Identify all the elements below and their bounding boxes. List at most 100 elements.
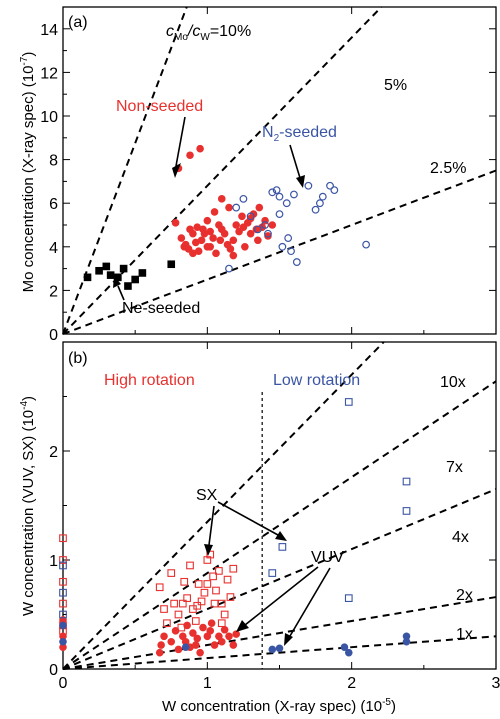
panel-a-point-1 [284,234,293,242]
panel-a-point-2 [102,262,111,271]
panel-b-point-0 [200,588,209,597]
panel-a-point-2 [138,269,147,277]
ratio-label-2x: 2x [456,587,473,604]
panel-a-point-0 [229,236,238,245]
panel-b-point-0 [155,583,164,592]
panel-b-point-0 [217,619,226,628]
ratio-label-1x: 1x [456,626,473,643]
panel-a-point-1 [287,247,295,256]
panel-a-point-2 [131,275,139,284]
panel-b-ratio-lines [62,341,497,670]
ratio-label-7x: 7x [446,459,463,476]
panel-a-point-1 [275,210,284,219]
arrowhead-vuv-right [284,633,293,646]
panel-a-ylabel-exp: -7 [19,56,30,65]
panel-a-point-1 [264,229,272,238]
panel-b-xlabel-exp: -5 [382,697,391,708]
panel-b-point-0 [226,593,235,601]
panel-b-point-0 [59,599,67,608]
panel-a-ratio-line-1 [62,6,383,335]
panel-a-point-1 [239,194,248,203]
vuv-label: VUV [311,549,344,566]
ratio-label-10pct-c: c [166,23,174,40]
panel-b-point-0 [229,564,238,573]
panel-b-point-3 [344,648,353,657]
panel-b-point-0 [160,605,168,613]
panel-a-ytick-label: 10 [40,109,58,126]
panel-a-ticks: 0 2 4 6 8 10 12 14 [40,7,497,344]
high-rotation-label: High rotation [104,372,195,389]
panel-a-point-0 [246,229,255,238]
panel-a-point-0 [197,236,206,245]
panel-a-point-1 [261,221,269,229]
panel-a-ylabel: Mo concentration (X-ray spec) (10-7) [19,52,37,293]
panel-b-ratio-line-1 [62,380,497,670]
panel-b-arrows [204,501,331,646]
panel-a-point-2 [83,273,92,282]
panel-a-point-0 [193,223,202,231]
arrow-sx-right [217,501,279,536]
panel-b-point-1 [183,621,191,630]
ratio-label-5pct: 5% [384,77,407,94]
panel-a-point-0 [229,251,238,260]
panel-b-xlabel-close: ) [391,698,396,715]
panel-b-point-1 [220,625,229,634]
panel-a-point-2 [114,273,122,282]
panel-a-point-0 [194,247,203,255]
panel-b-point-0 [209,572,217,581]
panel-b-point-0 [220,610,229,619]
low-rotation-label: Low rotation [273,372,360,389]
panel-a-point-1 [362,240,371,249]
panel-a-point-0 [186,151,194,160]
panel-b-points [59,398,411,657]
arrow-vuv-left [244,566,319,626]
arrowhead-vuv-left [236,620,249,632]
panel-a-point-0 [246,214,255,223]
arrowhead-n2-seeded [296,175,305,188]
panel-b-point-1 [210,641,219,649]
panel-a-point-1 [282,199,291,208]
panel-a-point-1 [304,181,313,190]
panel-b-point-0 [186,561,194,570]
panel-a-point-1 [278,242,287,251]
ne-seeded-label: Ne-seeded [122,300,200,317]
panel-a-point-1 [225,264,233,273]
panel-b-ylabel-main: W concentration (VUV, SX) (10 [20,410,37,616]
panel-b-point-0 [191,617,200,625]
panel-b-point-1 [225,632,233,641]
panel-a-point-0 [254,236,262,245]
panel-b-point-3 [275,644,284,653]
panel-a-point-0 [180,243,189,251]
n2-seeded-label: N2-seeded [262,124,337,144]
panel-a-point-1 [292,258,301,266]
panel-b-ytick-label: 0 [49,662,58,679]
panel-a-point-0 [177,234,186,242]
panel-a-ytick-label: 0 [49,327,58,344]
ratio-label-10pct-sub-mo: Mo [174,32,188,43]
panel-a-point-0 [264,232,272,240]
panel-a-point-0 [268,221,277,229]
panel-b-point-1 [59,643,67,651]
panel-b-point-2 [344,594,353,602]
panel-a: (a) 0 2 4 6 8 10 12 14 cMo/cW=10% 5% 2.5% Non-s… [19,6,497,344]
panel-b-ylabel-exp: -4 [19,401,30,410]
panel-b-point-0 [59,556,67,564]
panel-b-point-1 [196,648,204,657]
panel-b-point-0 [183,594,191,602]
panel-a-point-1 [330,186,339,195]
panel-a-point-1 [253,225,262,234]
panel-a-point-1 [268,188,277,197]
arrowhead-sx-right [275,531,287,541]
panel-b-point-0 [167,569,176,577]
panel-a-point-0 [186,225,194,234]
panel-a-point-0 [171,219,180,227]
panel-b-xtick-label: 2 [347,675,356,692]
panel-a-point-0 [189,249,197,258]
panel-b-point-0 [180,577,189,586]
panel-b-point-0 [210,599,219,608]
panel-a-point-0 [226,245,235,253]
panel-b-point-3 [268,645,277,654]
panel-b-point-3 [59,621,67,630]
panel-b-point-2 [278,543,287,551]
